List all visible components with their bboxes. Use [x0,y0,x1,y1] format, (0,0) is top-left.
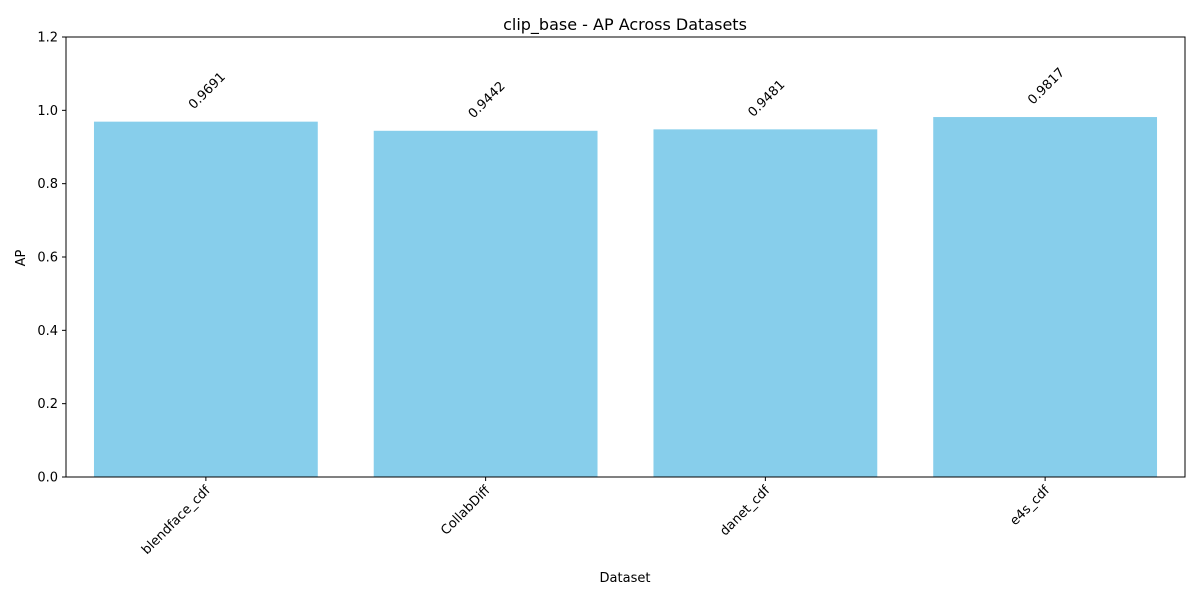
chart-title: clip_base - AP Across Datasets [503,15,747,35]
y-axis: 0.0 0.2 0.4 0.6 0.8 1.0 1.2 [37,31,66,486]
bars-group [93,117,1158,477]
y-axis-label: AP [14,249,29,266]
y-tick-label: 0.0 [37,471,58,486]
y-tick-label: 1.2 [37,31,58,46]
y-tick-label: 0.8 [37,177,58,192]
y-tick-label: 0.4 [37,324,58,339]
data-label-CollabDiff: 0.9442 [466,79,509,122]
y-tick-label: 0.6 [37,251,58,266]
x-tick-label: e4s_cdf [1007,483,1053,529]
y-tick-label: 1.0 [37,104,58,119]
x-tick-label: CollabDiff [438,482,494,538]
x-axis-label: Dataset [600,571,651,586]
bar-CollabDiff [373,130,598,477]
data-label-e4s_cdf: 0.9817 [1025,65,1068,108]
bar-e4s_cdf [933,117,1158,477]
x-axis: blendface_cdf CollabDiff danet_cdf e4s_cdf [139,477,1053,558]
plot-frame [65,36,1186,478]
x-tick-label: blendface_cdf [139,483,214,558]
data-labels-group: 0.9691 0.9442 0.9481 0.9817 [186,65,1068,122]
x-tick-label: danet_cdf [717,483,773,539]
data-label-danet_cdf: 0.9481 [746,77,789,120]
data-label-blendface_cdf: 0.9691 [186,70,229,113]
bar-danet_cdf [653,129,878,477]
y-tick-label: 0.2 [37,397,58,412]
bar-blendface_cdf [93,121,318,477]
